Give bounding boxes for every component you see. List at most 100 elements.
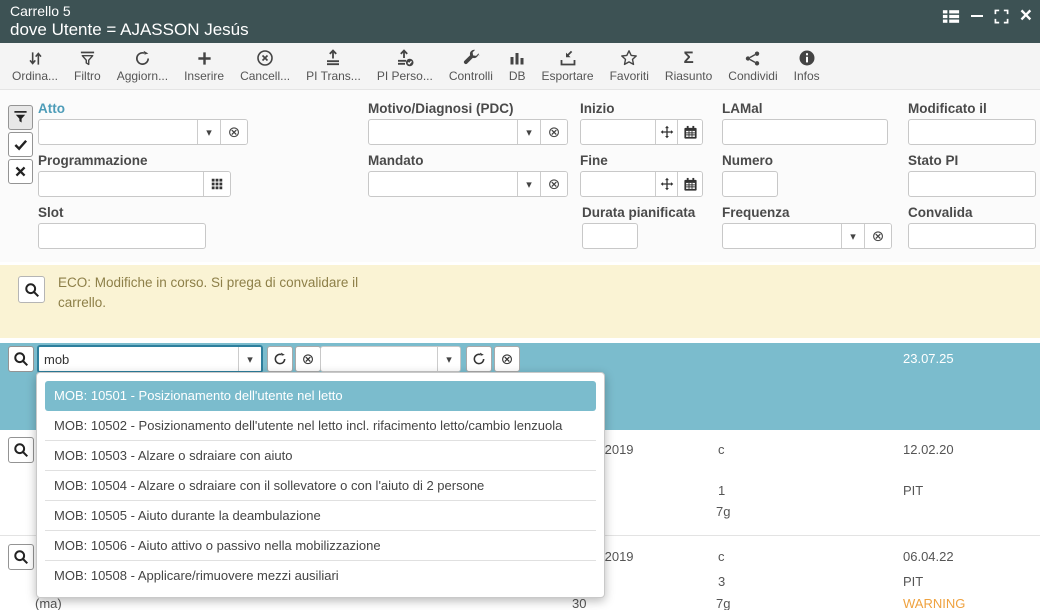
chevron-down-icon[interactable]: ▾	[517, 172, 540, 196]
window-title: Carrello 5	[10, 3, 71, 19]
chevron-down-icon[interactable]: ▾	[841, 224, 864, 248]
secondary-input[interactable]	[321, 347, 437, 371]
toolbar-button-ordina[interactable]: Ordina...	[4, 48, 66, 83]
filter-panel: Atto ▾ ⊗ Motivo/Diagnosi (PDC) ▾ ⊗ Inizi…	[0, 90, 1040, 262]
chevron-down-icon[interactable]: ▾	[197, 120, 220, 144]
row-number: 1	[718, 483, 726, 498]
toolbar-button-pi-trans[interactable]: PI Trans...	[298, 48, 369, 83]
toolbar-button-condividi[interactable]: Condividi	[720, 48, 785, 83]
row-search-button[interactable]	[8, 346, 34, 372]
toolbar-button-db[interactable]: DB	[501, 48, 534, 83]
magnifier-icon	[14, 550, 29, 565]
programmazione-field	[38, 171, 231, 197]
programmazione-input[interactable]	[39, 172, 203, 196]
list-view-icon[interactable]	[942, 9, 960, 24]
refresh-button[interactable]	[267, 346, 293, 372]
toolbar-button-favoriti[interactable]: Favoriti	[602, 48, 657, 83]
convalida-input[interactable]	[908, 223, 1036, 249]
suggestion-item[interactable]: MOB: 10504 - Alzare o sdraiare con il so…	[45, 471, 596, 501]
row-search-button[interactable]	[8, 544, 34, 570]
notice-search-button[interactable]	[18, 276, 45, 303]
stato-pi-input[interactable]	[908, 171, 1036, 197]
clear-icon[interactable]: ⊗	[864, 224, 891, 248]
toolbar-button-aggiorna[interactable]: Aggiorn...	[109, 48, 176, 83]
chevron-down-icon[interactable]: ▾	[437, 347, 460, 371]
row-search-button[interactable]	[8, 437, 34, 463]
fine-datefield	[580, 171, 703, 197]
row-state: PIT	[903, 483, 924, 498]
magnifier-icon	[24, 282, 39, 297]
toolbar-button-pi-perso[interactable]: PI Perso...	[369, 48, 441, 83]
modificato-input[interactable]	[908, 119, 1036, 145]
inizio-input[interactable]	[581, 120, 655, 144]
notice-bar: ECO: Modifiche in corso. Si prega di con…	[0, 265, 1040, 338]
calendar-icon[interactable]	[677, 172, 702, 196]
toolbar-button-filtro[interactable]: Filtro	[66, 48, 109, 83]
toolbar: Ordina... Filtro Aggiorn... Inserire Can…	[0, 43, 1040, 90]
atto-combobox: ▾ ⊗	[38, 119, 248, 145]
upload-lines-icon	[324, 48, 342, 68]
grid-icon[interactable]	[203, 172, 230, 196]
atto-input[interactable]	[39, 120, 197, 144]
maximize-icon[interactable]	[994, 9, 1009, 24]
clear-button[interactable]: ⊗	[295, 346, 321, 372]
chevron-down-icon[interactable]: ▾	[517, 120, 540, 144]
lamal-input[interactable]	[722, 119, 888, 145]
clear-icon[interactable]: ⊗	[220, 120, 247, 144]
numero-input[interactable]	[722, 171, 778, 197]
toolbar-button-riasunto[interactable]: Σ Riasunto	[657, 48, 720, 84]
apply-filter-button[interactable]	[8, 132, 33, 157]
move-icon[interactable]	[655, 120, 677, 144]
toolbar-button-esportare[interactable]: Esportare	[534, 48, 602, 83]
clear-icon[interactable]: ⊗	[540, 172, 567, 196]
suggestion-item[interactable]: MOB: 10508 - Applicare/rimuovere mezzi a…	[54, 568, 339, 583]
row-partial-label: (ma)	[35, 596, 62, 610]
row-frequency: 7g	[716, 504, 731, 519]
move-icon[interactable]	[655, 172, 677, 196]
suggestion-item[interactable]: MOB: 10503 - Alzare o sdraiare con aiuto	[45, 441, 596, 471]
motivo-input[interactable]	[369, 120, 517, 144]
atto-search-combobox: ▾	[37, 345, 263, 373]
clear-icon[interactable]: ⊗	[540, 120, 567, 144]
cancel-icon	[256, 48, 274, 68]
x-icon	[15, 166, 26, 177]
calendar-icon[interactable]	[677, 120, 702, 144]
toolbar-button-infos[interactable]: Infos	[786, 48, 828, 83]
slot-input[interactable]	[38, 223, 206, 249]
refresh-icon	[134, 48, 151, 68]
notice-text: ECO: Modifiche in corso. Si prega di con…	[58, 275, 359, 310]
clear-filter-button[interactable]	[8, 159, 33, 184]
window-subtitle: dove Utente = AJASSON Jesús	[10, 20, 249, 39]
toolbar-label: DB	[508, 69, 526, 83]
suggestion-item[interactable]: MOB: 10502 - Posizionamento dell'utente …	[45, 411, 596, 441]
toolbar-label: Infos	[793, 69, 820, 83]
field-label-mandato: Mandato	[368, 153, 424, 168]
field-label-programmazione: Programmazione	[38, 153, 148, 168]
toolbar-button-inserire[interactable]: Inserire	[176, 48, 232, 83]
close-icon[interactable]: ×	[1019, 4, 1032, 27]
toolbar-button-cancella[interactable]: Cancell...	[232, 48, 298, 83]
refresh-button[interactable]	[466, 346, 492, 372]
mandato-input[interactable]	[369, 172, 517, 196]
suggestion-item[interactable]: MOB: 10505 - Aiuto durante la deambulazi…	[45, 501, 596, 531]
chevron-down-icon[interactable]: ▾	[238, 347, 261, 371]
share-icon	[744, 48, 761, 68]
clear-button[interactable]: ⊗	[494, 346, 520, 372]
toolbar-label: Ordina...	[12, 69, 59, 83]
frequenza-input[interactable]	[723, 224, 841, 248]
suggestion-item[interactable]: MOB: 10506 - Aiuto attivo o passivo nell…	[45, 531, 596, 561]
fine-input[interactable]	[581, 172, 655, 196]
field-label-inizio: Inizio	[580, 101, 615, 116]
field-label-frequenza: Frequenza	[722, 205, 790, 220]
minimize-icon[interactable]	[970, 14, 983, 18]
magnifier-icon	[14, 443, 29, 458]
toolbar-button-controlli[interactable]: Controlli	[441, 48, 501, 83]
toolbar-label: Controlli	[448, 69, 493, 83]
titlebar: Carrello 5 dove Utente = AJASSON Jesús ×	[0, 0, 1040, 43]
suggestion-item[interactable]: MOB: 10501 - Posizionamento dell'utente …	[45, 381, 596, 411]
filter-toggle-button[interactable]	[8, 105, 33, 130]
atto-search-input[interactable]	[39, 347, 238, 371]
durata-input[interactable]	[582, 223, 638, 249]
field-label-stato-pi: Stato PI	[908, 153, 959, 168]
sort-icon	[27, 48, 44, 68]
